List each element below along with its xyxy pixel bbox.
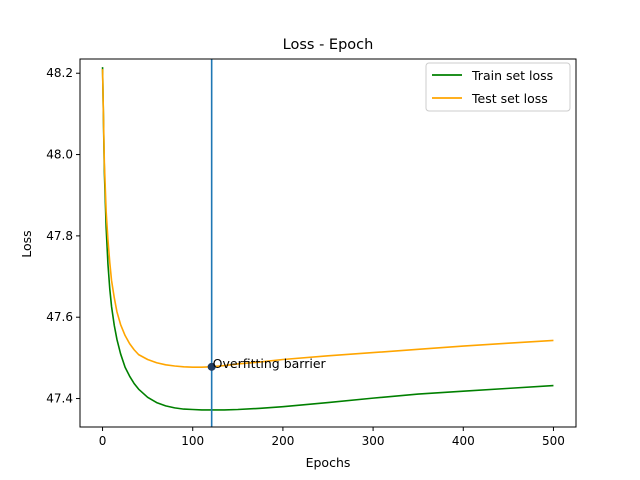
axes-frame <box>79 58 577 428</box>
x-tick-label: 0 <box>99 434 107 448</box>
series-line-test <box>101 69 554 369</box>
series-line-train <box>101 67 554 411</box>
y-tick-label: 48.0 <box>46 148 73 162</box>
y-tick-label: 47.6 <box>46 310 73 324</box>
legend-label-test: Test set loss <box>471 91 548 106</box>
legend: Train set loss Test set loss <box>425 62 571 112</box>
y-axis-label: Loss <box>19 230 34 257</box>
legend-label-train: Train set loss <box>471 68 553 83</box>
x-tick-label: 100 <box>181 434 204 448</box>
x-tick-label: 500 <box>542 434 565 448</box>
x-tick-label: 300 <box>362 434 385 448</box>
plot-area: Overfitting barrier 0 100 200 300 400 500 47.4 4… <box>46 58 577 448</box>
overfitting-marker <box>207 362 216 371</box>
y-tick-label: 47.8 <box>46 229 73 243</box>
x-tick-label: 200 <box>271 434 294 448</box>
y-tick-label: 47.4 <box>46 392 73 406</box>
x-tick-label: 400 <box>452 434 475 448</box>
overfitting-annotation: Overfitting barrier <box>213 356 327 371</box>
y-tick-label: 48.2 <box>46 66 73 80</box>
x-axis-label: Epochs <box>306 455 351 470</box>
chart-title: Loss - Epoch <box>283 37 374 53</box>
